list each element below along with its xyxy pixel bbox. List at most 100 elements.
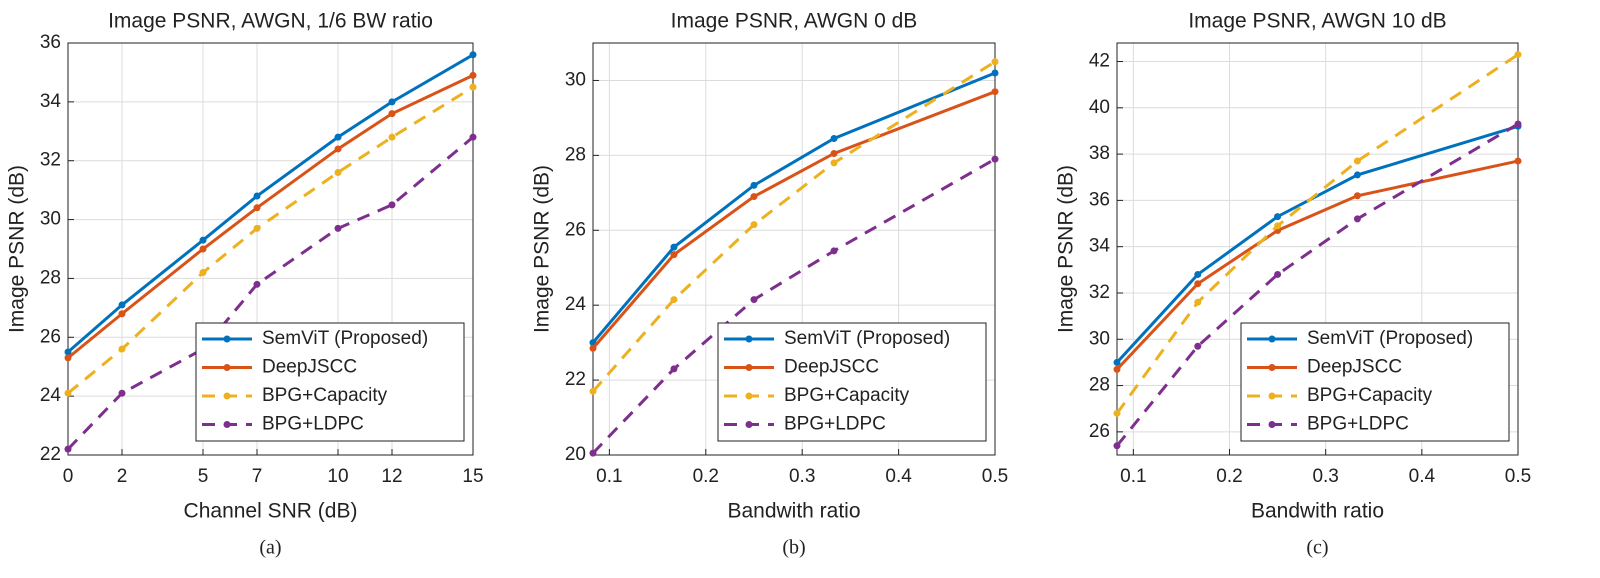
- point: [830, 247, 838, 255]
- point: [1113, 442, 1121, 450]
- x-tick-label: 0.4: [885, 466, 912, 487]
- point: [253, 192, 261, 200]
- legend-marker: [1268, 364, 1276, 371]
- point: [1353, 171, 1361, 179]
- y-tick-label: 24: [565, 294, 587, 315]
- point: [1274, 213, 1282, 221]
- point: [64, 348, 72, 356]
- legend-marker: [1268, 335, 1276, 343]
- legend-label: BPG+Capacity: [262, 385, 388, 406]
- legend-label: DeepJSCC: [262, 357, 357, 378]
- point: [991, 58, 999, 66]
- legend-marker: [223, 364, 231, 371]
- point: [64, 445, 72, 453]
- y-tick-label: 36: [40, 32, 61, 53]
- point: [1113, 365, 1121, 373]
- point: [1353, 192, 1361, 200]
- point: [334, 168, 342, 176]
- point: [1353, 157, 1361, 165]
- point: [1514, 51, 1522, 59]
- point: [750, 193, 758, 201]
- point: [64, 354, 72, 362]
- caption: (c): [1306, 537, 1328, 559]
- chart-title: Image PSNR, AWGN, 1/6 BW ratio: [108, 10, 433, 33]
- point: [334, 145, 342, 153]
- x-axis-label: Bandwith ratio: [727, 500, 860, 523]
- axes-box: [1116, 42, 1519, 456]
- point: [1194, 280, 1202, 288]
- legend-label: BPG+Capacity: [784, 385, 910, 406]
- y-tick-label: 30: [40, 209, 61, 230]
- point: [253, 204, 261, 212]
- point: [118, 345, 126, 353]
- y-tick-label: 34: [1089, 236, 1111, 257]
- x-tick-label: 0.1: [596, 466, 622, 487]
- x-tick-label: 0.3: [1312, 466, 1338, 487]
- point: [118, 301, 126, 309]
- point: [750, 221, 758, 229]
- point: [469, 83, 477, 91]
- x-axis-label: Channel SNR (dB): [184, 500, 358, 523]
- legend-label: BPG+LDPC: [784, 414, 886, 435]
- point: [469, 51, 477, 59]
- point: [589, 344, 597, 352]
- legend-label: SemViT (Proposed): [784, 328, 950, 349]
- y-tick-label: 36: [1089, 189, 1110, 210]
- point: [830, 135, 838, 143]
- point: [1113, 358, 1121, 366]
- axes-box: [592, 42, 996, 456]
- point: [199, 236, 207, 244]
- legend-box: [1240, 322, 1510, 442]
- chart-title: Image PSNR, AWGN 0 dB: [671, 10, 918, 33]
- legend-marker: [223, 392, 231, 400]
- point: [830, 159, 838, 167]
- x-tick-label: 0.5: [1505, 466, 1531, 487]
- point: [334, 133, 342, 141]
- point: [1194, 270, 1202, 278]
- legend-marker: [745, 364, 753, 371]
- point: [670, 365, 678, 373]
- y-tick-label: 20: [565, 444, 586, 465]
- point: [670, 243, 678, 251]
- axes-box: [67, 42, 474, 456]
- y-tick-label: 26: [1089, 421, 1110, 442]
- point: [830, 149, 838, 157]
- point: [991, 155, 999, 163]
- point: [253, 280, 261, 288]
- y-tick-label: 30: [1089, 328, 1110, 349]
- point: [334, 224, 342, 232]
- legend-marker: [223, 335, 231, 343]
- point: [64, 389, 72, 397]
- x-tick-label: 5: [198, 466, 209, 487]
- y-tick-label: 40: [1089, 97, 1110, 118]
- point: [118, 389, 126, 397]
- y-tick-label: 28: [565, 144, 586, 165]
- point: [991, 69, 999, 77]
- y-tick-label: 28: [1089, 375, 1110, 396]
- point: [1274, 222, 1282, 230]
- legend-label: BPG+LDPC: [1307, 414, 1409, 435]
- x-tick-label: 0.3: [789, 466, 815, 487]
- point: [1514, 157, 1522, 165]
- legend-label: BPG+LDPC: [262, 414, 364, 435]
- legend-marker: [223, 421, 231, 428]
- x-tick-label: 0: [63, 466, 74, 487]
- point: [670, 296, 678, 304]
- y-tick-label: 26: [40, 326, 61, 347]
- point: [388, 110, 396, 118]
- y-tick-label: 32: [40, 150, 61, 171]
- point: [1194, 342, 1202, 350]
- x-tick-label: 0.1: [1120, 466, 1146, 487]
- x-tick-label: 12: [381, 466, 402, 487]
- legend-marker: [745, 421, 753, 428]
- point: [750, 296, 758, 304]
- point: [388, 201, 396, 209]
- y-tick-label: 32: [1089, 282, 1110, 303]
- legend-label: DeepJSCC: [1307, 357, 1402, 378]
- legend-label: DeepJSCC: [784, 357, 879, 378]
- x-tick-label: 0.2: [693, 466, 719, 487]
- y-axis-label: Image PSNR (dB): [1055, 165, 1078, 333]
- x-tick-label: 2: [117, 466, 128, 487]
